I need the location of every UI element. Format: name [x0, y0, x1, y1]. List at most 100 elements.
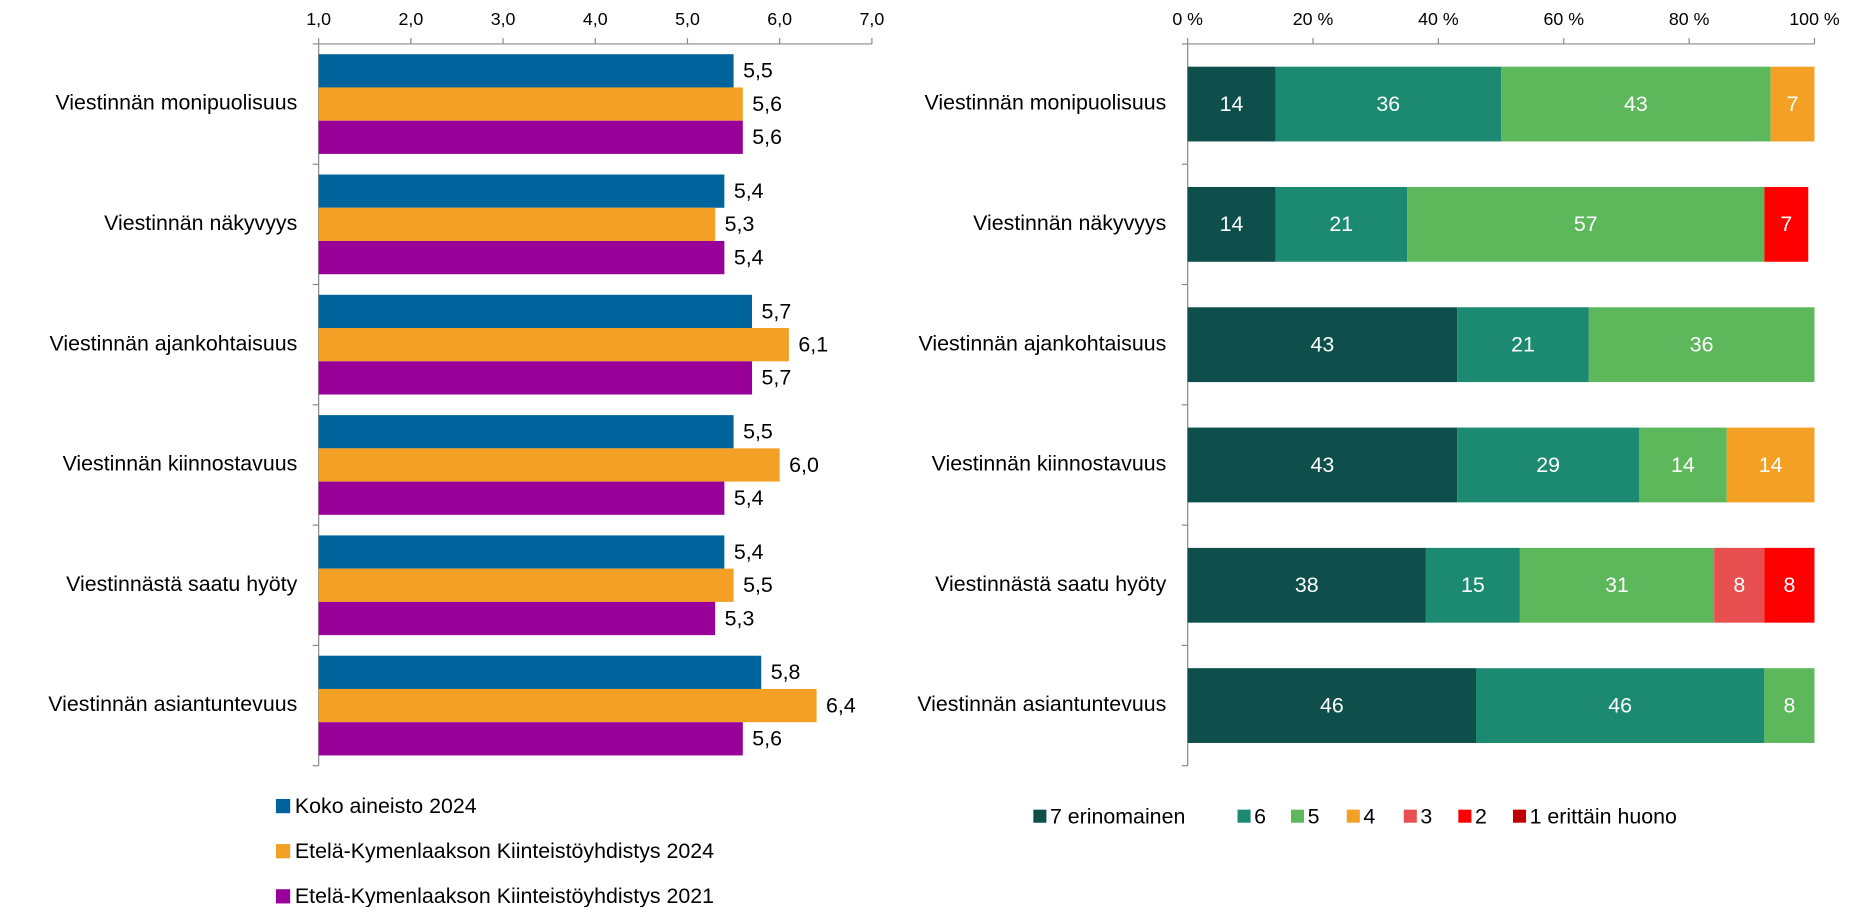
bar-segment — [1726, 427, 1815, 503]
bar — [318, 54, 734, 88]
value-label: 36 — [1690, 333, 1714, 357]
bar — [318, 361, 753, 395]
bar-segment — [1501, 66, 1771, 142]
y-tick-label: Viestinnän kiinnostavuus — [932, 452, 1167, 476]
value-label: 6,1 — [798, 333, 828, 357]
legend-swatch — [275, 798, 291, 814]
legend-label: 4 — [1363, 805, 1375, 829]
y-tick-label: Viestinnän ajankohtaisuus — [50, 331, 298, 355]
bar — [318, 87, 743, 121]
value-label: 57 — [1574, 212, 1598, 236]
value-label: 38 — [1295, 573, 1319, 597]
legend-label: Etelä-Kymenlaakson Kiinteistöyhdistys 20… — [295, 884, 714, 907]
bar — [318, 601, 716, 636]
value-label: 5,6 — [752, 92, 782, 116]
value-label: 5,4 — [734, 245, 764, 269]
bar-segment — [1764, 547, 1815, 623]
legend-label: 3 — [1420, 805, 1432, 829]
value-label: 5,8 — [771, 660, 801, 684]
value-label: 6,4 — [826, 693, 856, 717]
value-label: 5,6 — [752, 125, 782, 149]
value-label: 43 — [1311, 333, 1335, 357]
legend-swatch — [1403, 809, 1417, 823]
value-label: 7 — [1787, 92, 1799, 116]
legend-swatch — [1290, 809, 1305, 823]
bar-segment — [1425, 547, 1520, 623]
bar-segment — [1714, 547, 1765, 623]
bar-segment — [1770, 66, 1815, 142]
legend-swatch — [1458, 809, 1472, 823]
value-label: 14 — [1220, 212, 1244, 236]
bar-segment — [1187, 307, 1458, 383]
value-label: 15 — [1461, 573, 1485, 597]
y-tick-label: Viestinnän monipuolisuus — [55, 91, 297, 115]
value-label: 36 — [1376, 92, 1400, 116]
x-tick-label: 3,0 — [491, 9, 516, 29]
x-tick-label: 60 % — [1543, 9, 1584, 29]
value-label: 14 — [1220, 92, 1244, 116]
value-label: 5,7 — [762, 366, 792, 390]
x-tick-label: 2,0 — [398, 9, 423, 29]
x-tick-label: 0 % — [1172, 9, 1203, 29]
value-label: 43 — [1624, 92, 1648, 116]
x-tick-label: 5,0 — [675, 9, 700, 29]
bar — [318, 415, 734, 449]
value-label: 5,4 — [734, 540, 764, 564]
value-label: 43 — [1311, 453, 1335, 477]
legend-swatch — [275, 889, 291, 904]
bar — [318, 481, 725, 515]
value-label: 46 — [1320, 693, 1344, 717]
y-tick-label: Viestinnän asiantuntevuus — [48, 692, 297, 716]
legend-label: 7 erinomainen — [1050, 805, 1185, 829]
bar-segment — [1407, 186, 1765, 262]
bar-segment — [1519, 547, 1715, 623]
y-tick-label: Viestinnän ajankohtaisuus — [919, 331, 1167, 355]
x-tick-label: 20 % — [1293, 9, 1334, 29]
legend-swatch — [1237, 809, 1251, 823]
value-label: 8 — [1733, 573, 1745, 597]
y-tick-label: Viestinnän monipuolisuus — [924, 91, 1166, 115]
legend-label: 1 erittäin huono — [1530, 805, 1677, 829]
bar — [318, 568, 734, 602]
y-tick-label: Viestinnän näkyvyys — [973, 211, 1166, 235]
y-tick-label: Viestinnän kiinnostavuus — [63, 452, 298, 476]
legend-label: Koko aineisto 2024 — [295, 794, 477, 818]
bar-segment — [1187, 668, 1477, 743]
bar — [318, 174, 725, 208]
bar-segment — [1275, 186, 1408, 262]
x-tick-label: 40 % — [1418, 9, 1459, 29]
value-label: 8 — [1783, 693, 1795, 717]
bar — [318, 535, 725, 569]
x-tick-label: 1,0 — [306, 9, 331, 29]
value-label: 5,3 — [725, 212, 755, 236]
legend-label: 5 — [1308, 805, 1320, 829]
x-tick-label: 100 % — [1789, 9, 1840, 29]
bar — [318, 120, 743, 154]
value-label: 5,4 — [734, 179, 764, 203]
bar — [318, 448, 780, 482]
value-label: 5,6 — [752, 727, 782, 751]
x-tick-label: 7,0 — [860, 9, 885, 29]
bar-segment — [1457, 427, 1639, 503]
bar-segment — [1476, 668, 1765, 743]
legend-swatch — [1346, 809, 1360, 823]
legend-label: 6 — [1254, 805, 1266, 829]
value-label: 46 — [1608, 693, 1632, 717]
bar — [318, 688, 817, 723]
bar-segment — [1187, 427, 1458, 503]
bar — [318, 294, 753, 329]
y-tick-label: Viestinnästä saatu hyöty — [66, 572, 297, 596]
x-tick-label: 80 % — [1669, 9, 1710, 29]
legend-label: 2 — [1475, 805, 1487, 829]
y-tick-label: Viestinnän asiantuntevuus — [917, 692, 1166, 716]
bar — [318, 240, 725, 275]
x-tick-label: 4,0 — [583, 9, 608, 29]
value-label: 5,5 — [743, 420, 773, 444]
value-label: 21 — [1511, 333, 1535, 357]
x-tick-label: 6,0 — [767, 9, 792, 29]
value-label: 6,0 — [789, 453, 819, 477]
value-label: 5,3 — [725, 606, 755, 630]
bar-segment — [1187, 547, 1426, 623]
y-tick-label: Viestinnästä saatu hyöty — [935, 572, 1166, 596]
